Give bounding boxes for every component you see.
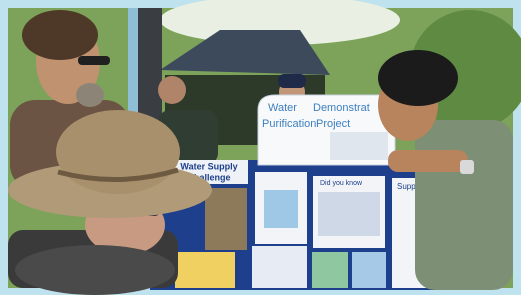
- foreground-head: [15, 245, 175, 295]
- panel-sheet: [252, 246, 307, 288]
- man-hair: [378, 50, 458, 106]
- panel-map: [175, 252, 235, 288]
- sign-text: Water: [268, 102, 297, 114]
- panel-title: Water Supply: [180, 161, 237, 171]
- panel-photo: [205, 188, 247, 250]
- panel-photo: [312, 252, 348, 288]
- sign-text: Purification: [262, 118, 316, 130]
- cap: [278, 74, 306, 88]
- banner: [128, 8, 138, 118]
- panel-diagram: [264, 190, 298, 228]
- sunglasses: [78, 56, 110, 65]
- panel-photo: [352, 252, 386, 288]
- sign-text: Project: [316, 118, 350, 130]
- panel-title: Did you know: [320, 180, 363, 187]
- watch: [460, 160, 474, 174]
- sign-small-text: [330, 132, 388, 160]
- man-beard: [76, 83, 104, 107]
- person-head: [158, 76, 186, 104]
- man-hair: [22, 10, 98, 60]
- man-shirt: [415, 120, 513, 290]
- sign-text: Demonstrat: [313, 102, 370, 114]
- man-arm: [388, 150, 468, 172]
- panel-text: [318, 192, 380, 236]
- photo: Water Supply Challenge Did you know Supp…: [0, 0, 521, 295]
